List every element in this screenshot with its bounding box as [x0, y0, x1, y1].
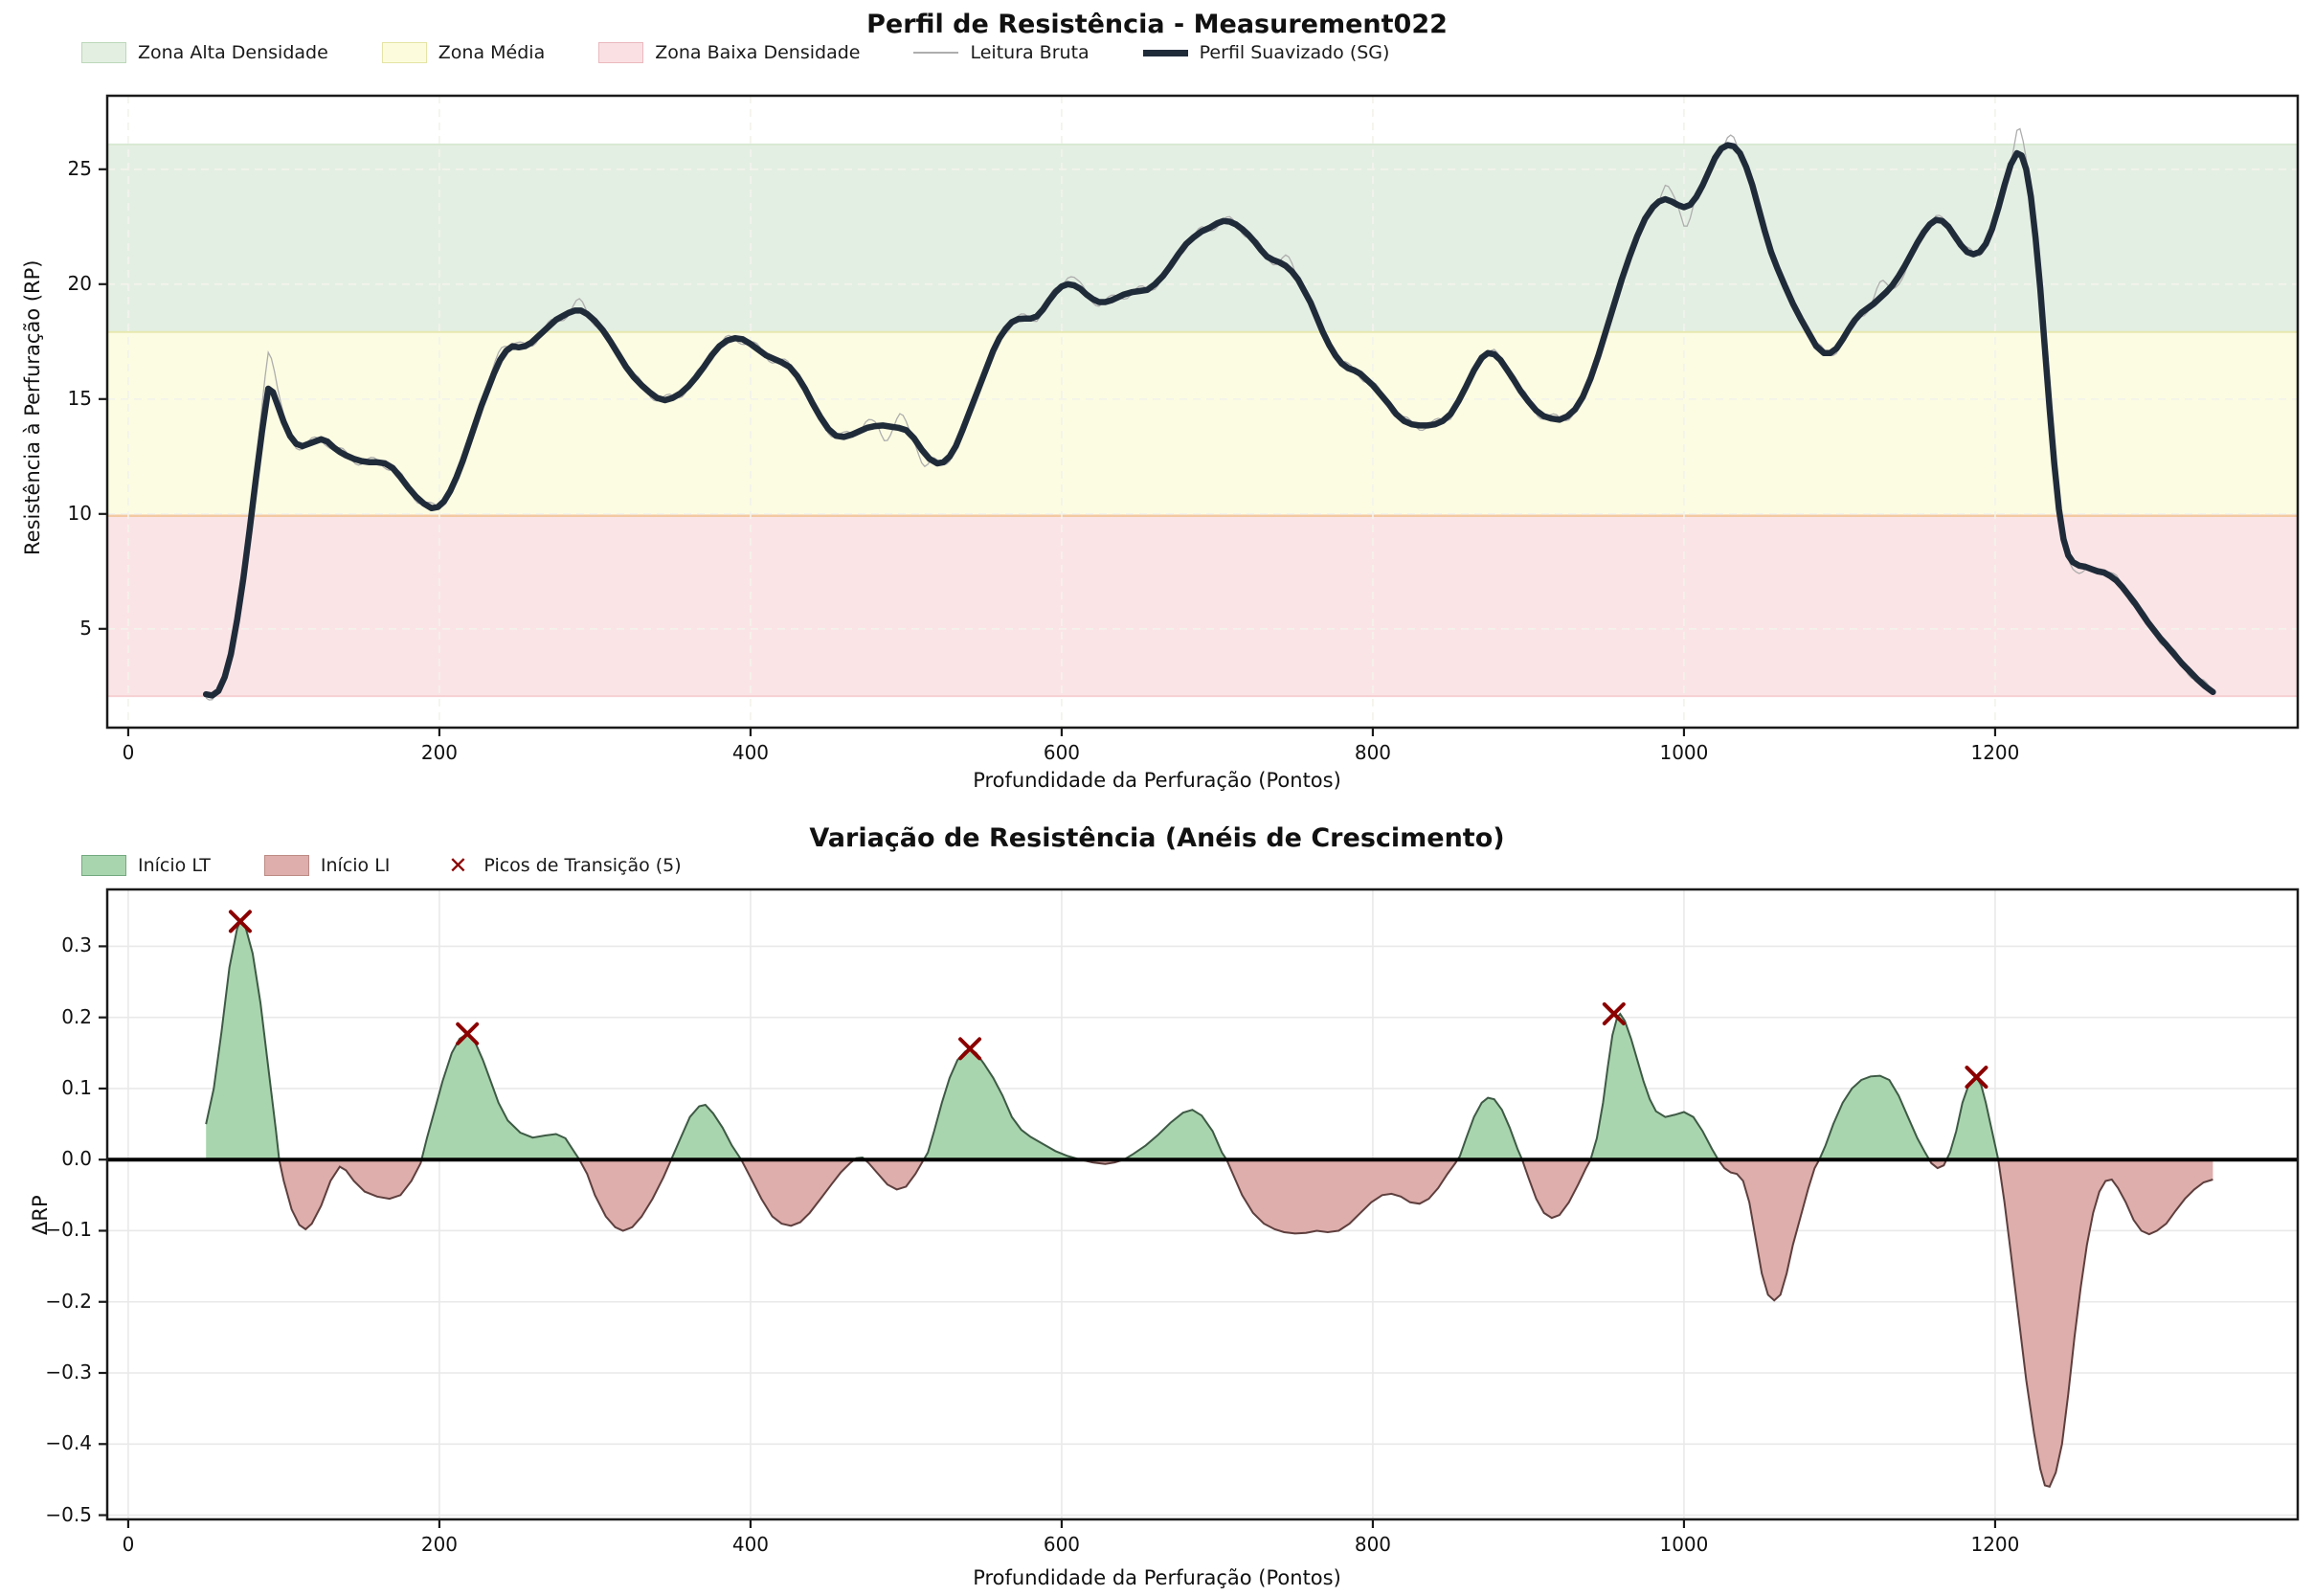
bottom-y-tick-label: 0.2: [61, 1004, 92, 1028]
smoothed-series-line: [202, 142, 2216, 699]
legend-item-inicio-lt: Início LT: [81, 855, 211, 876]
bottom-x-tick-label: 0: [122, 1533, 135, 1556]
inicio-lt-swatch-icon: [81, 855, 126, 876]
top-x-tick-label: 1200: [1970, 741, 2020, 764]
zona-alta-swatch-icon: [81, 42, 126, 63]
bottom-y-tick-label: 0.1: [61, 1075, 92, 1099]
top-y-tick-label: 20: [67, 271, 92, 295]
top-x-tick-label: 600: [1043, 741, 1081, 764]
transition-peak-marker: [456, 1022, 480, 1045]
legend-item-inicio-li: Início LI: [263, 855, 391, 876]
bottom-chart-legend: Início LT Início LI ✕ Picos de Transição…: [81, 852, 735, 879]
top-y-tick-label: 5: [79, 616, 92, 640]
bottom-y-tick-label: 0.0: [61, 1147, 92, 1171]
zona-baixa-swatch-icon: [598, 42, 644, 63]
legend-label: Picos de Transição (5): [483, 855, 682, 876]
bottom-x-axis-label: Profundidade da Perfuração (Pontos): [973, 1566, 1341, 1589]
negative-area: [279, 1159, 2213, 1487]
bottom-chart-plot-area: [99, 888, 2300, 1528]
zona-media-swatch-icon: [381, 42, 427, 63]
top-x-tick-label: 200: [420, 741, 459, 764]
top-chart-plot-area: [99, 94, 2300, 736]
legend-item-picos: ✕ Picos de Transição (5): [443, 852, 682, 879]
legend-label: Zona Baixa Densidade: [655, 42, 861, 63]
bottom-y-tick-label: −0.4: [45, 1431, 92, 1455]
raw-line-sample-icon: [913, 52, 959, 54]
bottom-x-tick-label: 800: [1354, 1533, 1392, 1556]
transition-peak-marker: [1602, 1001, 1626, 1025]
transition-peak-marker: [958, 1037, 982, 1061]
bottom-y-tick-label: −0.2: [45, 1289, 92, 1313]
bottom-y-tick-label: −0.5: [45, 1502, 92, 1526]
positive-area: [206, 921, 2213, 1160]
top-chart-title: Perfil de Resistência - Measurement022: [866, 10, 1448, 39]
legend-item-zona-alta: Zona Alta Densidade: [81, 42, 328, 63]
legend-item-leitura-bruta: Leitura Bruta: [913, 42, 1090, 63]
bottom-x-tick-label: 1200: [1970, 1533, 2020, 1556]
legend-label: Leitura Bruta: [970, 42, 1090, 63]
x-marker-icon: ✕: [448, 852, 468, 879]
legend-label: Perfil Suavizado (SG): [1199, 42, 1390, 63]
transition-peak-marker: [228, 910, 252, 933]
bottom-x-tick-label: 400: [731, 1533, 770, 1556]
bottom-chart-title: Variação de Resistência (Anéis de Cresci…: [809, 823, 1505, 853]
bottom-x-tick-label: 1000: [1659, 1533, 1709, 1556]
bottom-x-tick-label: 600: [1043, 1533, 1081, 1556]
transition-peak-marker: [1965, 1066, 1988, 1090]
smoothed-line-sample-icon: [1142, 49, 1188, 56]
bottom-x-tick-label: 200: [420, 1533, 459, 1556]
top-x-tick-label: 800: [1354, 741, 1392, 764]
bottom-y-tick-label: −0.3: [45, 1360, 92, 1383]
top-x-tick-label: 400: [731, 741, 770, 764]
bottom-y-tick-label: −0.1: [45, 1218, 92, 1242]
legend-item-zona-baixa: Zona Baixa Densidade: [598, 42, 860, 63]
top-chart-legend: Zona Alta Densidade Zona Média Zona Baix…: [81, 42, 1443, 63]
top-y-tick-label: 25: [67, 156, 92, 180]
legend-label: Zona Alta Densidade: [138, 42, 328, 63]
legend-item-perfil-suavizado: Perfil Suavizado (SG): [1142, 42, 1390, 63]
top-x-tick-label: 0: [122, 741, 135, 764]
legend-label: Início LI: [320, 855, 391, 876]
legend-label: Zona Média: [438, 42, 546, 63]
inicio-li-swatch-icon: [263, 855, 309, 876]
top-x-axis-label: Profundidade da Perfuração (Pontos): [973, 769, 1341, 792]
bottom-y-tick-label: 0.3: [61, 933, 92, 957]
top-y-tick-label: 10: [67, 501, 92, 525]
top-x-tick-label: 1000: [1659, 741, 1709, 764]
legend-item-zona-media: Zona Média: [381, 42, 546, 63]
legend-label: Início LT: [138, 855, 211, 876]
top-y-tick-label: 15: [67, 386, 92, 410]
